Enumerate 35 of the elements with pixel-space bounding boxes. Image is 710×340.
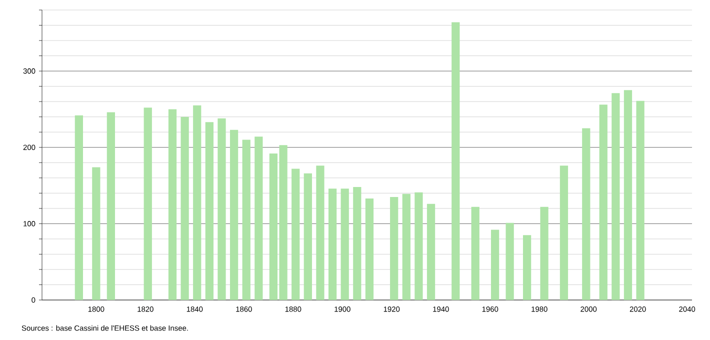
bar (636, 100, 644, 300)
bar (92, 167, 100, 300)
bar (426, 204, 436, 300)
bar (452, 22, 460, 300)
bar (402, 194, 410, 300)
bar (205, 122, 214, 300)
bar (168, 109, 177, 300)
bar (390, 196, 398, 300)
bar (599, 104, 608, 300)
bar (74, 115, 83, 300)
bar (180, 116, 189, 300)
bar (414, 192, 423, 300)
bar (522, 235, 532, 300)
bar (316, 166, 324, 300)
bar (106, 112, 116, 300)
bar (365, 198, 374, 300)
bar (340, 188, 349, 300)
bar (540, 206, 548, 300)
bar (218, 118, 226, 300)
bar (144, 108, 152, 300)
bar (471, 206, 480, 300)
bar (353, 187, 362, 300)
bar (490, 230, 500, 300)
bar (612, 93, 620, 300)
bar (582, 128, 590, 300)
bar (242, 140, 250, 300)
bar (292, 168, 300, 300)
bar (560, 166, 568, 300)
bar (624, 90, 632, 300)
bar (328, 188, 337, 300)
bar (506, 222, 514, 300)
bar (230, 130, 238, 300)
bar (304, 173, 312, 300)
bar (254, 136, 263, 300)
bar (193, 105, 202, 300)
